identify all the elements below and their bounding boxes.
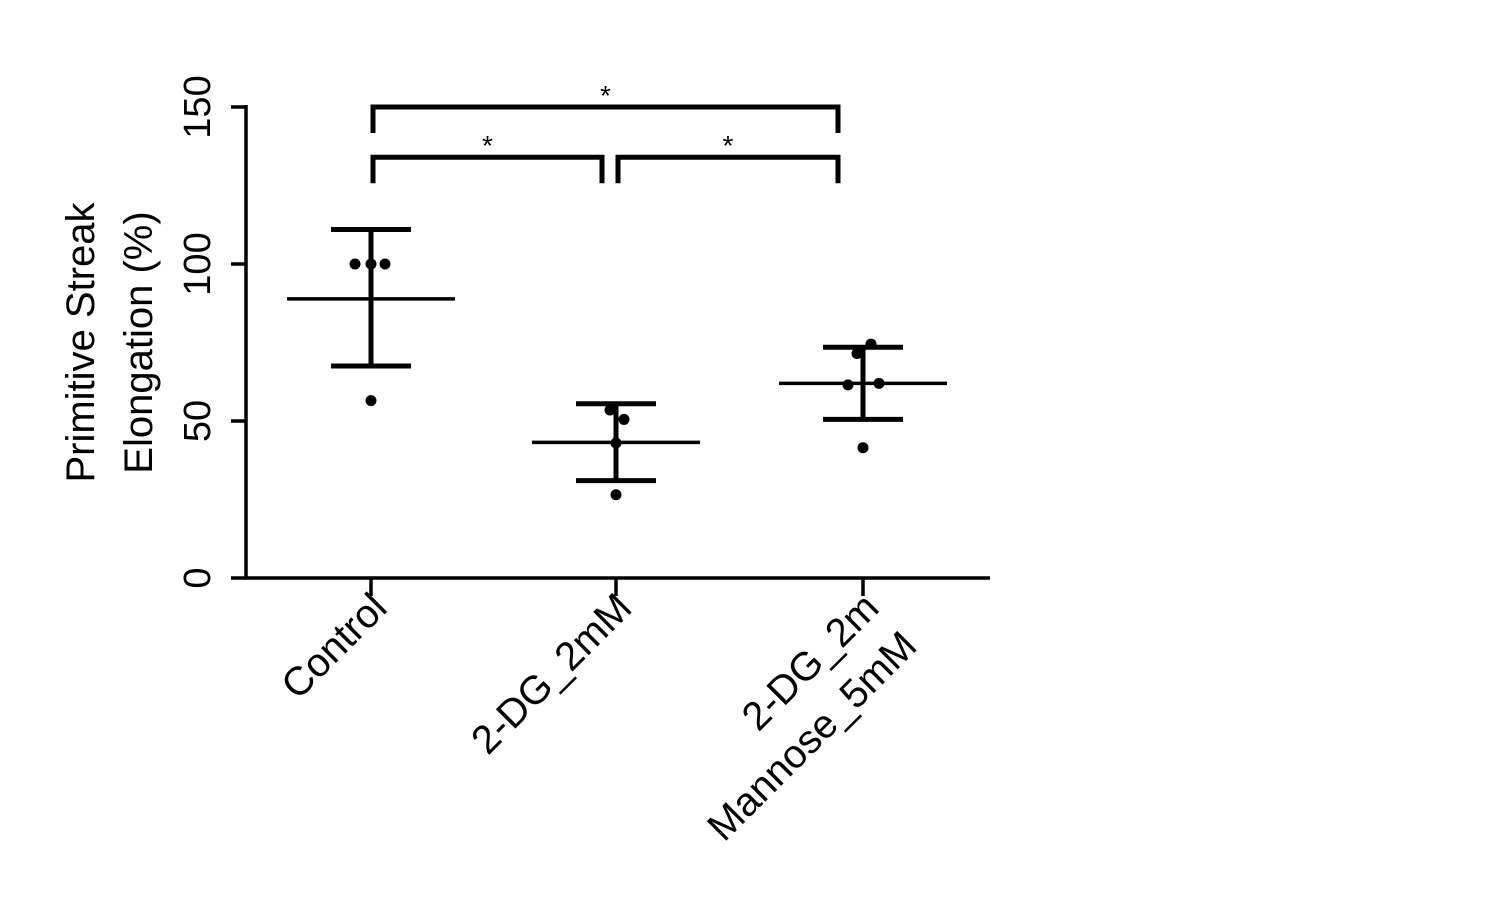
y-tick-label: 50 xyxy=(177,400,219,442)
x-tick-label: 2-DG_2mM xyxy=(463,585,640,762)
significance-bracket xyxy=(370,104,841,133)
data-point xyxy=(610,489,622,501)
data-point xyxy=(349,258,361,270)
data-point xyxy=(865,338,877,350)
data-point xyxy=(618,413,630,425)
data-point xyxy=(873,377,885,389)
x-tick-label: Control xyxy=(273,585,395,707)
data-point xyxy=(851,347,863,359)
y-tick-label: 100 xyxy=(177,232,219,295)
significance-label: * xyxy=(723,130,734,161)
data-point xyxy=(365,258,377,270)
y-tick-label: 0 xyxy=(177,567,219,588)
data-point xyxy=(842,379,854,391)
y-tick-label: 150 xyxy=(177,75,219,138)
significance-label: * xyxy=(600,80,611,111)
data-point xyxy=(857,442,869,454)
data-point xyxy=(365,395,377,407)
data-point xyxy=(610,437,622,449)
y-axis-title: Primitive Streak xyxy=(59,201,103,482)
y-axis-title: Elongation (%) xyxy=(117,211,161,473)
data-point xyxy=(379,258,391,270)
significance-bracket xyxy=(370,154,605,184)
significance-bracket xyxy=(615,154,841,184)
significance-label: * xyxy=(482,130,493,161)
data-point xyxy=(604,404,616,416)
